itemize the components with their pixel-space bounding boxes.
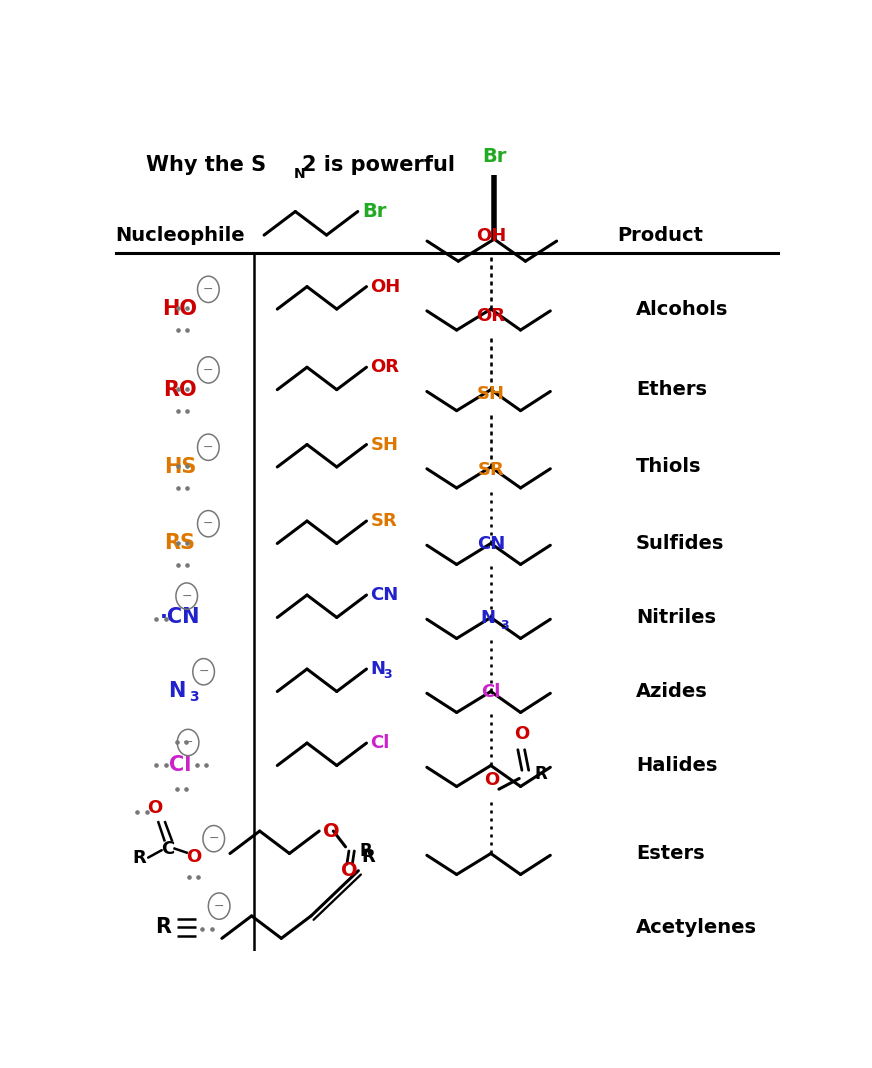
Text: Alcohols: Alcohols — [636, 300, 728, 318]
Text: O: O — [514, 725, 529, 743]
Text: Product: Product — [617, 225, 703, 245]
Text: R: R — [534, 766, 547, 783]
Text: HS: HS — [164, 457, 196, 477]
Text: Ethers: Ethers — [636, 380, 707, 399]
Text: SH: SH — [477, 384, 505, 403]
Text: HO: HO — [162, 299, 197, 319]
Text: N: N — [480, 609, 495, 627]
Text: N: N — [371, 660, 385, 678]
Text: O: O — [324, 821, 340, 841]
Text: Sulfides: Sulfides — [636, 534, 725, 553]
Text: Nitriles: Nitriles — [636, 608, 716, 627]
Text: R: R — [155, 917, 171, 938]
Text: O: O — [341, 862, 358, 880]
Text: ⋅CN: ⋅CN — [160, 608, 201, 628]
Text: OH: OH — [371, 278, 401, 296]
Text: Acetylenes: Acetylenes — [636, 918, 757, 937]
Text: Halides: Halides — [636, 756, 718, 775]
Text: −: − — [214, 899, 224, 913]
Text: Thiols: Thiols — [636, 457, 702, 476]
Text: OH: OH — [476, 226, 506, 245]
Text: −: − — [203, 517, 214, 530]
Text: R: R — [360, 842, 372, 860]
Text: Br: Br — [363, 202, 387, 221]
Text: 3: 3 — [501, 619, 509, 632]
Text: N: N — [294, 168, 305, 182]
Text: Br: Br — [482, 147, 507, 167]
Text: −: − — [183, 736, 194, 749]
Text: −: − — [203, 283, 214, 296]
Text: −: − — [203, 363, 214, 376]
Text: SH: SH — [371, 436, 399, 454]
Text: O: O — [186, 848, 201, 866]
Text: −: − — [208, 832, 219, 845]
Text: O: O — [485, 771, 500, 789]
Text: OR: OR — [371, 358, 399, 376]
Text: Azides: Azides — [636, 682, 708, 701]
Text: 3: 3 — [383, 669, 392, 681]
Text: RO: RO — [163, 379, 197, 399]
Text: OR: OR — [476, 308, 506, 326]
Text: R: R — [133, 849, 146, 866]
Text: SR: SR — [478, 461, 504, 480]
Text: Cl: Cl — [169, 755, 191, 775]
Text: N: N — [168, 681, 185, 702]
Text: Nucleophile: Nucleophile — [115, 225, 245, 245]
Text: RS: RS — [165, 533, 195, 553]
Text: Esters: Esters — [636, 844, 705, 863]
Text: 3: 3 — [189, 690, 199, 704]
Text: CN: CN — [477, 535, 505, 553]
Text: CN: CN — [371, 586, 399, 604]
Text: −: − — [198, 665, 209, 678]
Text: Cl: Cl — [371, 734, 390, 752]
Text: R: R — [362, 848, 376, 866]
Text: −: − — [203, 441, 214, 454]
Text: O: O — [146, 799, 162, 817]
Text: −: − — [181, 590, 192, 602]
Text: SR: SR — [371, 512, 398, 530]
Text: Cl: Cl — [481, 684, 501, 702]
Text: Why the S: Why the S — [146, 155, 266, 175]
Text: 2 is powerful: 2 is powerful — [303, 155, 455, 175]
Text: C: C — [161, 839, 174, 858]
